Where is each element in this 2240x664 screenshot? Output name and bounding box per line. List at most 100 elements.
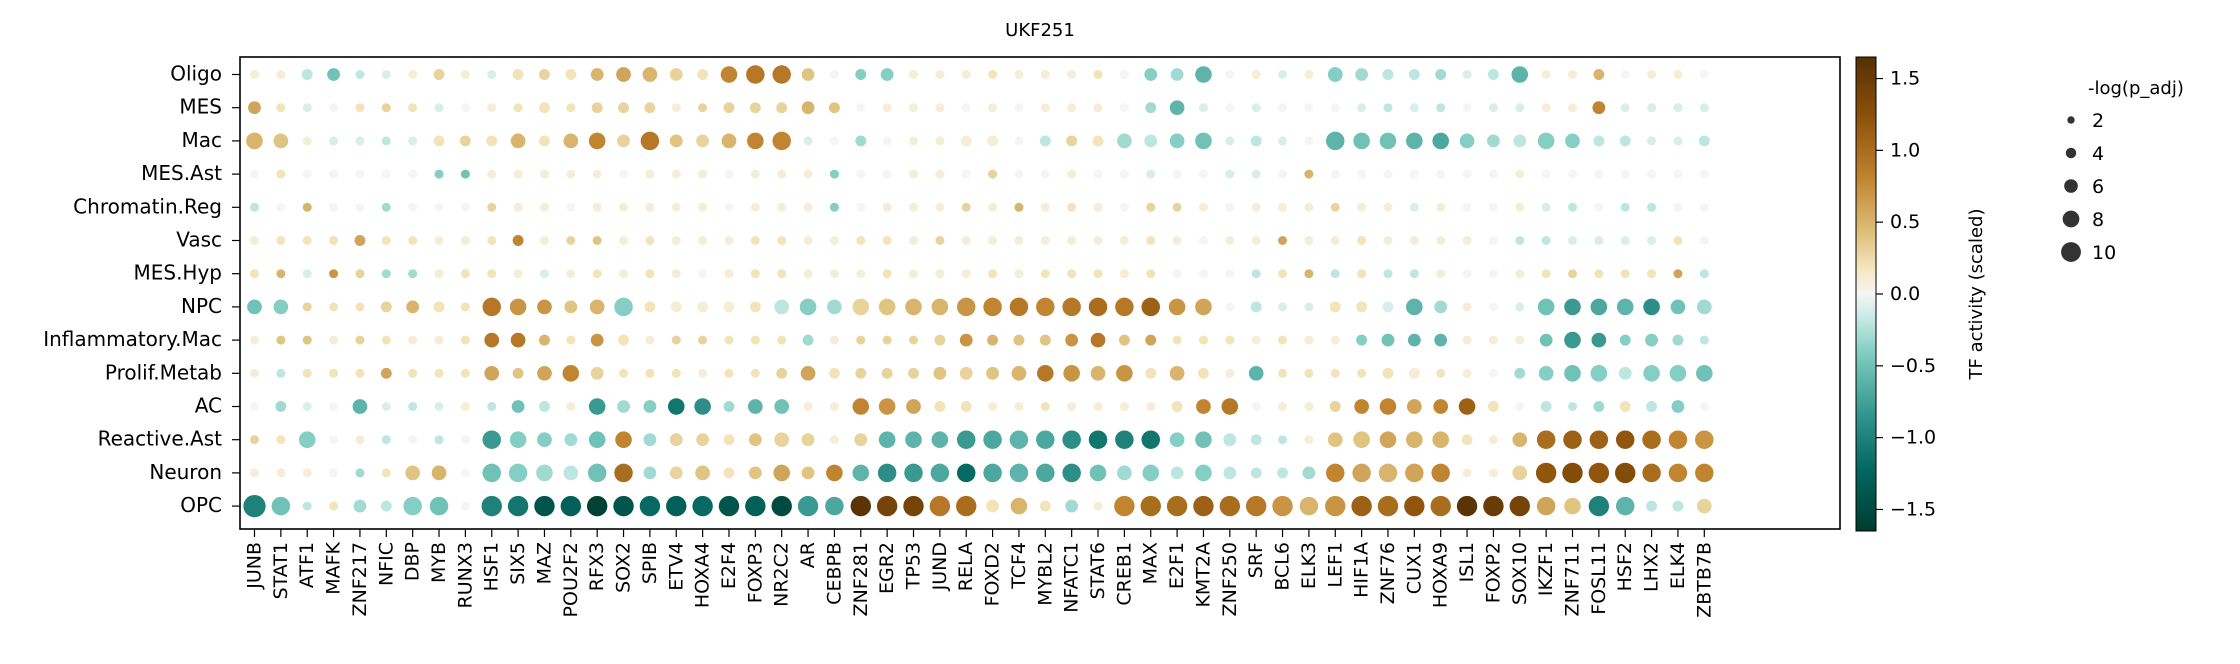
dot-MES.Hyp-MYBL2 xyxy=(1040,269,1050,279)
dot-MES.Hyp-MYB xyxy=(434,269,444,279)
dot-Vasc-ETV4 xyxy=(671,236,681,245)
size-legend-label: 10 xyxy=(2092,242,2116,264)
column-label: EGR2 xyxy=(876,542,898,594)
dot-Reactive.Ast-ZNF76 xyxy=(1379,431,1397,449)
dot-MES.Ast-HOXA9 xyxy=(1436,169,1446,179)
dot-Prolif.Metab-KMT2A xyxy=(1198,367,1209,379)
dot-Vasc-HSF1 xyxy=(487,236,497,245)
dot-Vasc-LEF1 xyxy=(1330,236,1340,245)
dot-Vasc-HOXA4 xyxy=(698,236,708,245)
dot-Inflammatory.Mac-HOXA9 xyxy=(1434,333,1448,347)
column-label: E2F4 xyxy=(718,542,740,589)
size-legend-dot xyxy=(2064,179,2078,193)
dot-MES.Hyp-ZNF281 xyxy=(856,269,866,279)
dot-Vasc-JUND xyxy=(935,236,945,245)
dot-Neuron-ZBTB7B xyxy=(1695,463,1714,483)
dot-Oligo-MAX xyxy=(1144,68,1158,81)
dot-Vasc-FOXD2 xyxy=(988,236,998,245)
dot-Oligo-AR xyxy=(801,68,815,81)
dot-MES-LHX2 xyxy=(1647,103,1657,113)
dot-Chromatin.Reg-ETV4 xyxy=(671,202,681,212)
dot-MES.Ast-SRF xyxy=(1251,169,1261,179)
dot-MES-MAFK xyxy=(329,103,339,113)
dot-Chromatin.Reg-SOX10 xyxy=(1515,202,1525,212)
dot-MES.Ast-RUNX3 xyxy=(460,169,470,179)
colorbar-tick-label: −1.5 xyxy=(1890,498,1936,520)
dot-Chromatin.Reg-ZNF711 xyxy=(1568,202,1577,212)
dot-MES-TCF4 xyxy=(1014,103,1024,113)
dot-Reactive.Ast-IKZF1 xyxy=(1536,430,1556,449)
dot-AC-ELK4 xyxy=(1671,400,1685,413)
dot-Oligo-ZNF76 xyxy=(1382,69,1394,80)
dot-Mac-E2F4 xyxy=(721,133,737,149)
dot-Vasc-E2F4 xyxy=(724,236,734,245)
dot-MES-ELK3 xyxy=(1304,103,1314,113)
dot-MES-EGR2 xyxy=(882,103,892,113)
dot-MES.Ast-ELK4 xyxy=(1673,169,1683,179)
dot-Prolif.Metab-FOXP3 xyxy=(750,368,760,378)
dot-AC-RFX3 xyxy=(588,398,606,415)
dot-Reactive.Ast-HIF1A xyxy=(1353,431,1370,449)
dot-AC-EGR2 xyxy=(878,398,896,415)
dot-NPC-JUNB xyxy=(247,299,262,315)
dot-OPC-CEBPB xyxy=(825,496,844,516)
dot-Prolif.Metab-E2F1 xyxy=(1169,365,1185,381)
dot-AC-SOX10 xyxy=(1515,402,1525,411)
dot-Prolif.Metab-HSF1 xyxy=(484,365,500,381)
dot-MES.Hyp-ELK3 xyxy=(1304,269,1314,279)
dot-MES-NFATC1 xyxy=(1067,103,1077,113)
dot-Reactive.Ast-SIX5 xyxy=(509,431,527,449)
dot-Oligo-FOXP3 xyxy=(746,65,765,84)
dot-Mac-DBP xyxy=(408,136,418,146)
dot-Oligo-ATF1 xyxy=(301,69,313,80)
dot-Reactive.Ast-JUNB xyxy=(250,435,259,445)
colorbar-label: TF activity (scaled) xyxy=(1966,209,1987,381)
dot-Oligo-HOXA9 xyxy=(1435,69,1447,80)
dot-Neuron-CREB1 xyxy=(1117,465,1132,481)
dot-AC-ETV4 xyxy=(667,398,685,415)
dot-Chromatin.Reg-ZNF217 xyxy=(355,202,365,212)
dot-MES.Hyp-RFX3 xyxy=(592,269,602,279)
chart-title: UKF251 xyxy=(1005,20,1075,41)
dot-Vasc-NR2C2 xyxy=(777,236,787,245)
dot-Prolif.Metab-FOXP2 xyxy=(1488,368,1498,378)
dot-OPC-CUX1 xyxy=(1404,495,1425,517)
dot-MES.Hyp-FOXP3 xyxy=(750,269,760,279)
dot-Neuron-ZNF711 xyxy=(1562,462,1583,484)
dot-Chromatin.Reg-STAT1 xyxy=(276,202,286,212)
dot-Prolif.Metab-HIF1A xyxy=(1357,368,1367,378)
dot-Chromatin.Reg-SIX5 xyxy=(513,202,523,212)
dot-Inflammatory.Mac-SPIB xyxy=(645,335,655,345)
dot-Chromatin.Reg-CREB1 xyxy=(1119,202,1129,212)
dot-Reactive.Ast-NFATC1 xyxy=(1062,430,1081,449)
dot-Inflammatory.Mac-BCL6 xyxy=(1278,335,1288,345)
dot-AC-STAT6 xyxy=(1093,402,1103,411)
dot-Oligo-SRF xyxy=(1251,70,1261,79)
dot-OPC-RELA xyxy=(956,495,977,517)
dot-Mac-SOX2 xyxy=(617,134,630,148)
column-label: HSF2 xyxy=(1614,542,1636,591)
dot-Reactive.Ast-ELK3 xyxy=(1304,435,1314,445)
row-label: Inflammatory.Mac xyxy=(43,327,222,351)
dot-Mac-ELK4 xyxy=(1673,136,1683,146)
dot-NPC-POU2F2 xyxy=(564,300,578,314)
dot-NPC-RELA xyxy=(956,297,976,317)
dot-Prolif.Metab-ETV4 xyxy=(671,368,681,378)
column-label: FOXD2 xyxy=(982,542,1004,606)
dot-MES.Hyp-NFATC1 xyxy=(1067,269,1077,279)
dot-Vasc-FOSL11 xyxy=(1594,236,1604,245)
row-label: Prolif.Metab xyxy=(105,360,222,384)
dot-Neuron-HSF2 xyxy=(1615,462,1636,484)
dot-Inflammatory.Mac-ATF1 xyxy=(302,335,312,345)
dot-Mac-CUX1 xyxy=(1406,132,1423,150)
dot-Neuron-ISL1 xyxy=(1462,468,1472,478)
dot-Neuron-DBP xyxy=(405,465,421,481)
dot-Prolif.Metab-MAZ xyxy=(537,365,552,381)
dot-Reactive.Ast-ATF1 xyxy=(298,431,316,449)
dot-MES.Hyp-SIX5 xyxy=(513,269,523,279)
dot-OPC-HOXA4 xyxy=(692,495,713,517)
dot-Chromatin.Reg-JUND xyxy=(935,202,945,212)
dot-Reactive.Ast-MYBL2 xyxy=(1036,430,1055,449)
dot-Oligo-BCL6 xyxy=(1278,70,1288,79)
dot-Reactive.Ast-HSF2 xyxy=(1615,430,1635,449)
